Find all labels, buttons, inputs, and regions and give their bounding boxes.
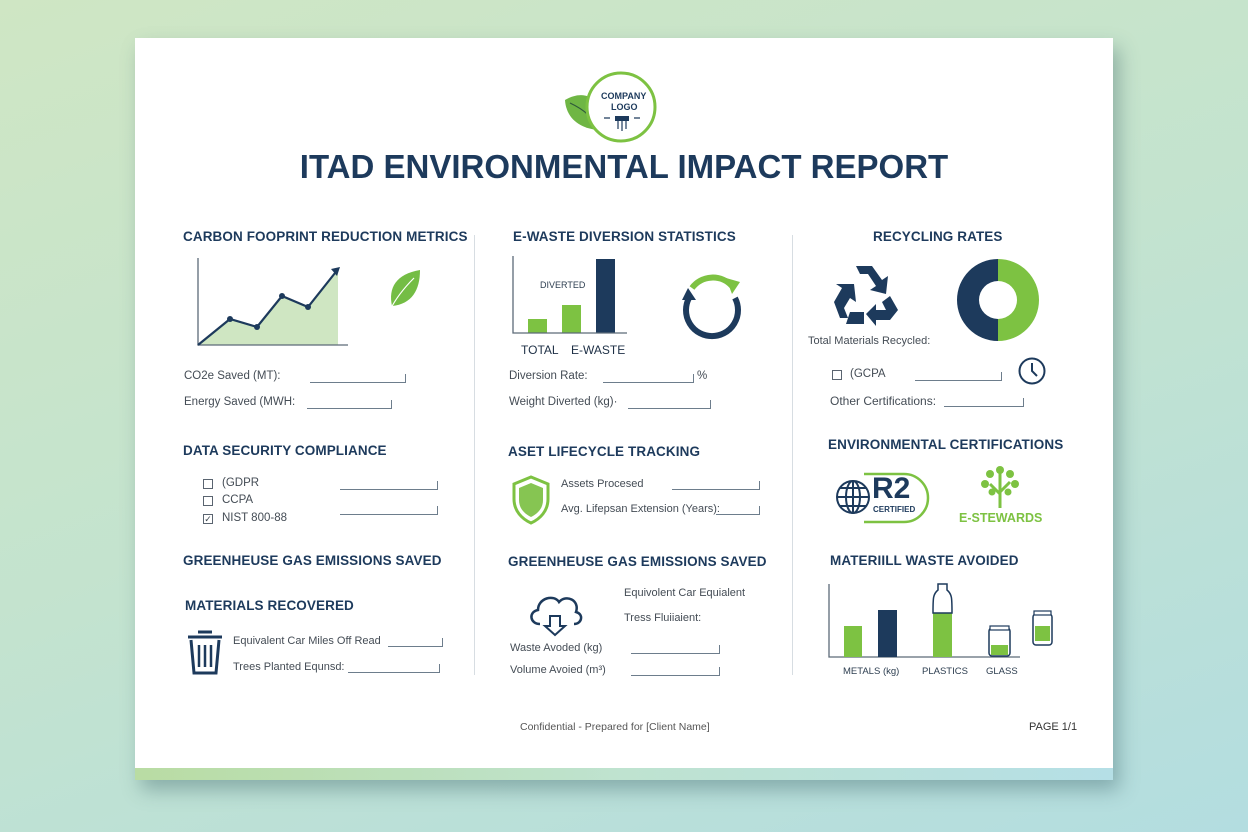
jar-icon [1032, 610, 1053, 646]
bar-metals-green [844, 626, 862, 657]
donut-segment-green [998, 259, 1039, 341]
lifespan-label: Avg. Lifepsan Extension (Years): [561, 503, 720, 515]
waste-avoided-field[interactable] [631, 645, 720, 654]
nist-label: NIST 800-88 [222, 512, 287, 524]
tree-icon [981, 466, 1019, 508]
donut-segment-navy [957, 259, 998, 341]
gcpa-field[interactable] [915, 372, 1002, 381]
x-label-metals: METALS (kg) [843, 666, 900, 677]
energy-saved-label: Energy Saved (MWH: [184, 396, 296, 408]
estewards-text: E-STEWARDS [959, 511, 1043, 525]
total-recycled-label: Total Materials Recycled: [808, 335, 931, 347]
recycling-donut-chart [957, 259, 1039, 341]
gdpr-checkbox[interactable] [203, 479, 213, 489]
recycle-icon [834, 266, 898, 326]
ewaste-heading: E-WASTE DIVERSION STATISTICS [513, 229, 736, 244]
bar-metals-navy [878, 610, 897, 657]
lifespan-field[interactable] [716, 506, 760, 515]
trend-area [198, 271, 338, 345]
assets-processed-field[interactable] [672, 481, 760, 490]
gcpa-label: (GCPA [850, 368, 886, 380]
trees-planted-field[interactable] [348, 664, 440, 673]
car-miles-label: Equivalent Car Miles Off Read [233, 635, 381, 647]
assets-processed-label: Assets Procesed [561, 478, 644, 490]
gcpa-checkbox[interactable] [832, 370, 842, 380]
diversion-bar-chart [512, 256, 627, 334]
x-label-ewaste: E-WASTE [571, 343, 626, 357]
x-label-total: TOTAL [521, 343, 559, 357]
bottom-accent-strip [135, 768, 1113, 780]
diverted-label: DIVERTED [540, 280, 586, 290]
trend-arrow [331, 267, 340, 276]
asset-heading: ASET LIFECYCLE TRACKING [508, 444, 701, 459]
diversion-rate-field[interactable] [603, 374, 694, 383]
co2-saved-field[interactable] [310, 374, 406, 383]
weight-diverted-field[interactable] [628, 400, 711, 409]
logo-text-1: COMPANY [601, 91, 647, 101]
r2-certified-text: CERTIFIED [873, 505, 916, 514]
volume-avoided-field[interactable] [631, 667, 720, 676]
bar-ewaste [596, 259, 615, 333]
refresh-cycle-icon [682, 274, 741, 340]
co2-saved-label: CO2e Saved (MT): [184, 370, 281, 382]
cloud-download-icon [530, 596, 583, 637]
column-divider [474, 235, 475, 675]
x-label-plastics: PLASTICS [922, 666, 968, 677]
car-miles-field[interactable] [388, 638, 443, 647]
globe-icon [836, 480, 870, 514]
percent-unit: % [697, 370, 708, 382]
company-logo [565, 71, 657, 143]
certs-heading: ENVIRONMENTAL CERTIFICATIONS [828, 437, 1064, 452]
plastic-bottle-icon [932, 583, 953, 657]
materials-heading: MATERIALS RECOVERED [185, 598, 354, 613]
energy-saved-field[interactable] [307, 400, 392, 409]
weight-diverted-label: Weight Diverted (kg)· [509, 396, 618, 408]
gdpr-label: (GDPR [222, 477, 260, 489]
security-field-1[interactable] [340, 481, 438, 490]
trees-planted-label: Trees Planted Equnsd: [233, 661, 345, 673]
volume-avoided-label: Volume Avoied (m³) [510, 664, 606, 676]
other-certs-field[interactable] [944, 398, 1024, 407]
chart-axes [828, 584, 1020, 658]
trees-equivalent-label: Tress Fluiiaient: [624, 612, 702, 624]
material-waste-chart [828, 583, 1053, 658]
ghg-heading-1: GREENHEUSE GAS EMISSIONS SAVED [183, 553, 442, 568]
carbon-heading: CARBON FOOPRINT REDUCTION METRICS [183, 229, 468, 244]
carbon-trend-chart [197, 258, 348, 346]
shield-icon [512, 475, 550, 525]
ghg-heading-2: GREENHEUSE GAS EMISSIONS SAVED [508, 554, 767, 569]
waste-avoided-label: Waste Avoded (kg) [510, 642, 603, 654]
logo-text-2: LOGO [611, 102, 638, 112]
glass-jar-icon [988, 625, 1011, 657]
chart-axes [512, 256, 627, 334]
waste-avoided-heading: MATERIILL WASTE AVOIDED [830, 553, 1019, 568]
r2-certified-badge [836, 472, 930, 524]
trash-icon [188, 630, 222, 675]
r2-text: R2 [872, 472, 911, 505]
nist-checkbox[interactable]: ✓ [203, 514, 213, 524]
confidential-note: Confidential - Prepared for [Client Name… [520, 721, 710, 733]
page-title: ITAD ENVIRONMENTAL IMPACT REPORT [299, 148, 949, 185]
bar-total [528, 319, 547, 333]
x-label-glass: GLASS [986, 666, 1018, 677]
bar-diverted [562, 305, 581, 333]
ccpa-checkbox[interactable] [203, 496, 213, 506]
trend-line [197, 272, 336, 346]
car-equivalent-label: Equivolent Car Equialent [624, 587, 746, 599]
other-certs-label: Other Certifications: [830, 394, 937, 408]
ccpa-label: CCPA [222, 494, 254, 506]
leaf-icon [389, 270, 420, 311]
clock-icon [1018, 357, 1046, 385]
security-field-2[interactable] [340, 506, 438, 515]
diversion-rate-label: Diversion Rate: [509, 370, 588, 382]
column-divider [792, 235, 793, 675]
page-number: PAGE 1/1 [1029, 721, 1078, 733]
recycling-heading: RECYCLING RATES [873, 229, 1003, 244]
security-heading: DATA SECURITY COMPLIANCE [183, 443, 387, 458]
